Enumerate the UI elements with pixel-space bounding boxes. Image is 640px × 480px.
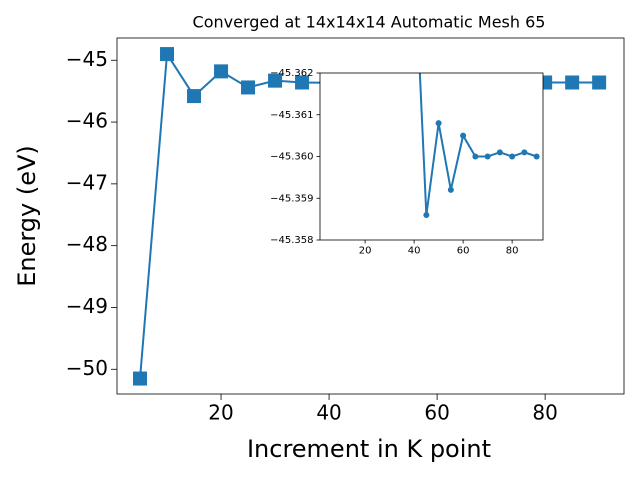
marker [533,153,540,160]
x-tick-label: 20 [208,401,233,425]
marker [472,153,479,160]
marker [187,89,202,104]
x-tick-label: 80 [506,246,519,257]
marker [241,80,256,95]
y-tick-label: −45.358 [270,235,313,246]
x-axis-label: Increment in K point [247,435,491,463]
marker [295,75,310,90]
y-tick-label: −45.359 [270,193,313,204]
axes-frame [319,72,544,241]
y-tick-label: −45.361 [270,110,313,121]
x-tick-label: 20 [359,246,372,257]
marker [435,120,442,127]
y-tick-label: −49 [66,294,108,318]
series [418,73,540,218]
plot-area [320,73,543,240]
chart-title: Converged at 14x14x14 Automatic Mesh 65 [193,13,546,32]
y-tick-label: −48 [66,232,108,256]
x-tick-label: 60 [457,246,470,257]
marker [214,64,229,79]
marker [484,153,491,160]
y-tick-label: −45.360 [270,152,313,163]
marker [592,75,607,90]
x-tick-label: 40 [316,401,341,425]
marker [509,153,516,160]
y-tick-label: −50 [66,356,108,380]
x-tick-label: 60 [424,401,449,425]
marker [160,47,175,62]
y-tick-label: −45 [66,47,108,71]
marker [133,371,148,386]
marker [521,149,528,156]
marker [565,75,580,90]
y-tick-label: −46 [66,109,108,133]
marker [460,132,467,139]
marker [496,149,503,156]
x-tick-label: 40 [408,246,421,257]
axes-frame [116,37,625,395]
marker [268,73,283,88]
y-axis-label: Energy (eV) [13,145,41,287]
marker [423,211,430,218]
x-tick-label: 80 [532,401,557,425]
marker [447,186,454,193]
y-tick-label: −45.362 [270,68,313,79]
y-tick-label: −47 [66,170,108,194]
